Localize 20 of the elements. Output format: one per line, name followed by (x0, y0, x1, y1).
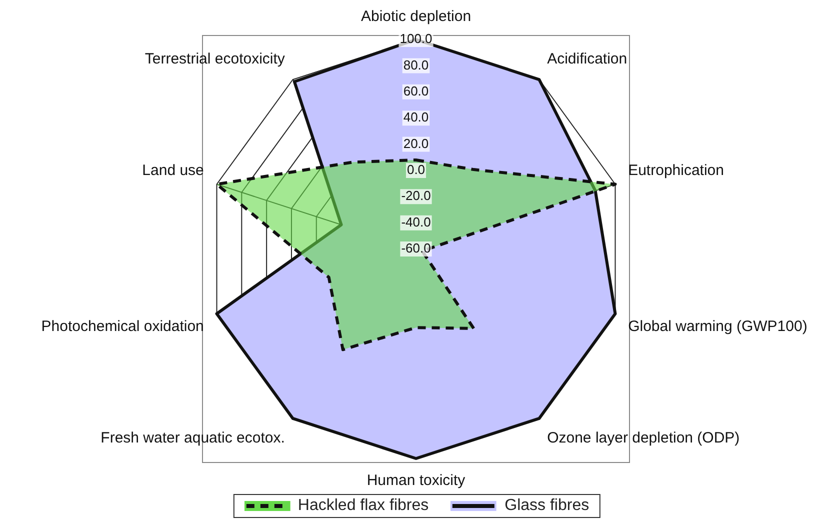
y-tick-label: 20.0 (403, 136, 429, 151)
spoke-label: Acidification (547, 50, 628, 68)
spoke-label: Eutrophication (628, 162, 724, 180)
spoke-label: Human toxicity (366, 472, 466, 490)
y-tick-label: -60.0 (401, 240, 431, 256)
y-tick-label: 0.0 (406, 162, 426, 178)
legend-label: Hackled flax fibres (298, 497, 429, 515)
y-tick-label: 80.0 (403, 57, 429, 72)
spoke-label: Fresh water aquatic ecotox. (100, 430, 285, 447)
spoke-label: Land use (142, 162, 204, 180)
y-tick-label: 40.0 (403, 110, 429, 125)
y-tick-label: -20.0 (401, 188, 431, 204)
spoke-label: Ozone layer depletion (ODP) (547, 430, 740, 447)
y-tick-label: 60.0 (403, 83, 429, 98)
y-tick-label: -40.0 (401, 214, 431, 230)
spoke-label: Abiotic depletion (360, 8, 472, 26)
spoke-label: Photochemical oxidation (41, 318, 204, 336)
spoke-label: Terrestrial ecotoxicity (144, 50, 286, 68)
legend-label: Glass fibres (504, 497, 590, 515)
spoke-label: Global warming (GWP100) (628, 318, 808, 336)
